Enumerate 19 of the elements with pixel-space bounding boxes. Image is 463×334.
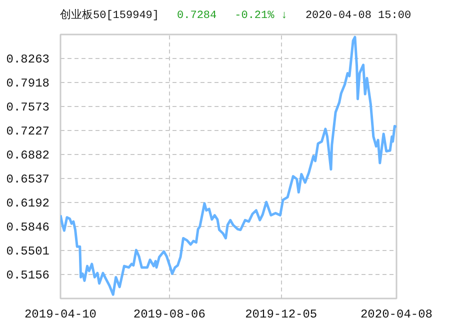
y-tick-label: 0.6882 — [6, 148, 50, 163]
line-series — [60, 36, 396, 296]
y-tick-label: 0.5156 — [6, 268, 50, 283]
text: 2020-04-08 15:00 — [305, 10, 412, 22]
text: 0.7284 — [177, 10, 217, 22]
x-tick-label: 2019-04-10 — [24, 308, 97, 322]
x-tick-label: 2019-12-05 — [245, 308, 318, 322]
y-tick-label: 0.8263 — [6, 52, 50, 66]
y-tick-label: 0.6537 — [6, 172, 50, 187]
y-tick-label: 0.7918 — [6, 76, 50, 90]
text: -0.21% ↓ — [234, 10, 288, 22]
chart-title: 创业板50[159949] — [60, 10, 160, 22]
y-tick-label: 0.5501 — [6, 244, 50, 259]
y-tick-label: 0.5846 — [6, 220, 50, 235]
y-tick-label: 0.7227 — [6, 124, 50, 139]
x-tick-label: 2019-08-06 — [133, 308, 206, 322]
x-tick-label: 2020-04-08 — [360, 308, 433, 322]
y-tick-label: 0.6192 — [6, 196, 50, 211]
y-tick-label: 0.7573 — [6, 100, 50, 114]
